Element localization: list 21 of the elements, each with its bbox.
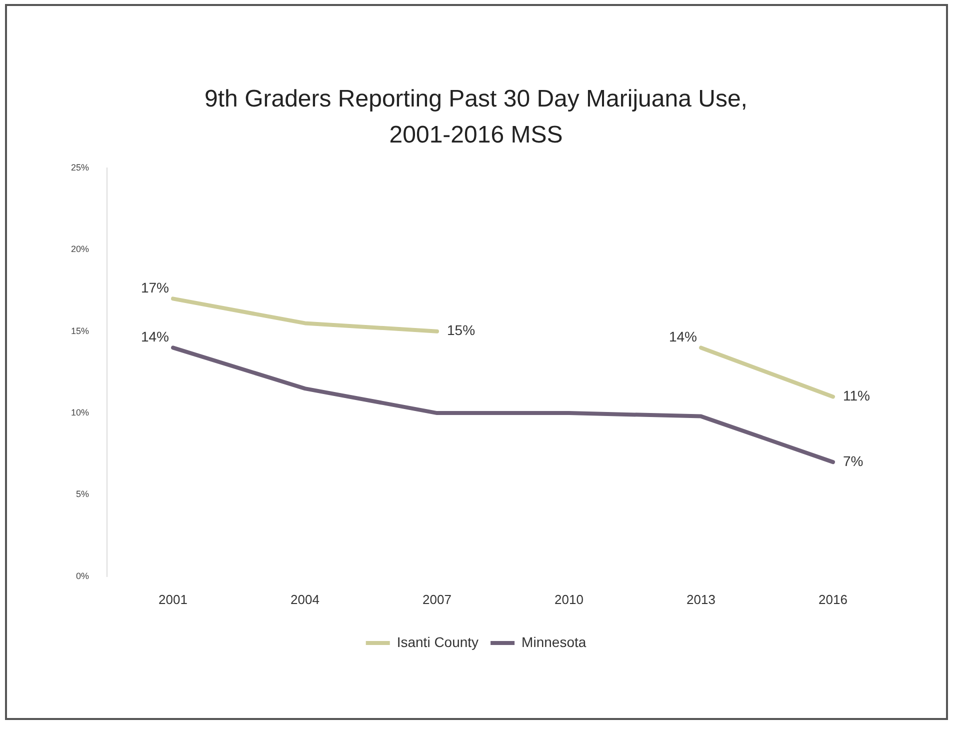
x-tick-label: 2004: [290, 592, 320, 607]
data-label: 17%: [140, 280, 170, 296]
data-label: 14%: [668, 328, 698, 345]
legend-label: Minnesota: [522, 634, 586, 650]
legend-label: Isanti County: [396, 634, 479, 650]
x-tick-label: 2013: [686, 592, 716, 607]
chart-title: 9th Graders Reporting Past 30 Day Marijuana Use, 2001-2016 MSS: [204, 86, 748, 149]
data-label: 14%: [140, 328, 170, 345]
x-tick-label: 2001: [158, 592, 188, 607]
y-tick-label: 20%: [71, 244, 90, 254]
data-label: 7%: [843, 452, 864, 469]
x-tick-label: 2007: [422, 592, 452, 607]
y-tick-label: 15%: [71, 326, 90, 336]
y-tick-label: 25%: [71, 162, 90, 172]
x-tick-label: 2010: [554, 592, 584, 607]
y-tick-label: 10%: [71, 408, 90, 418]
y-tick-label: 0%: [76, 570, 90, 581]
data-label: 15%: [447, 322, 476, 338]
y-tick-label: 5%: [76, 489, 90, 500]
data-label: 11%: [843, 388, 870, 404]
x-tick-label: 2016: [818, 592, 848, 607]
